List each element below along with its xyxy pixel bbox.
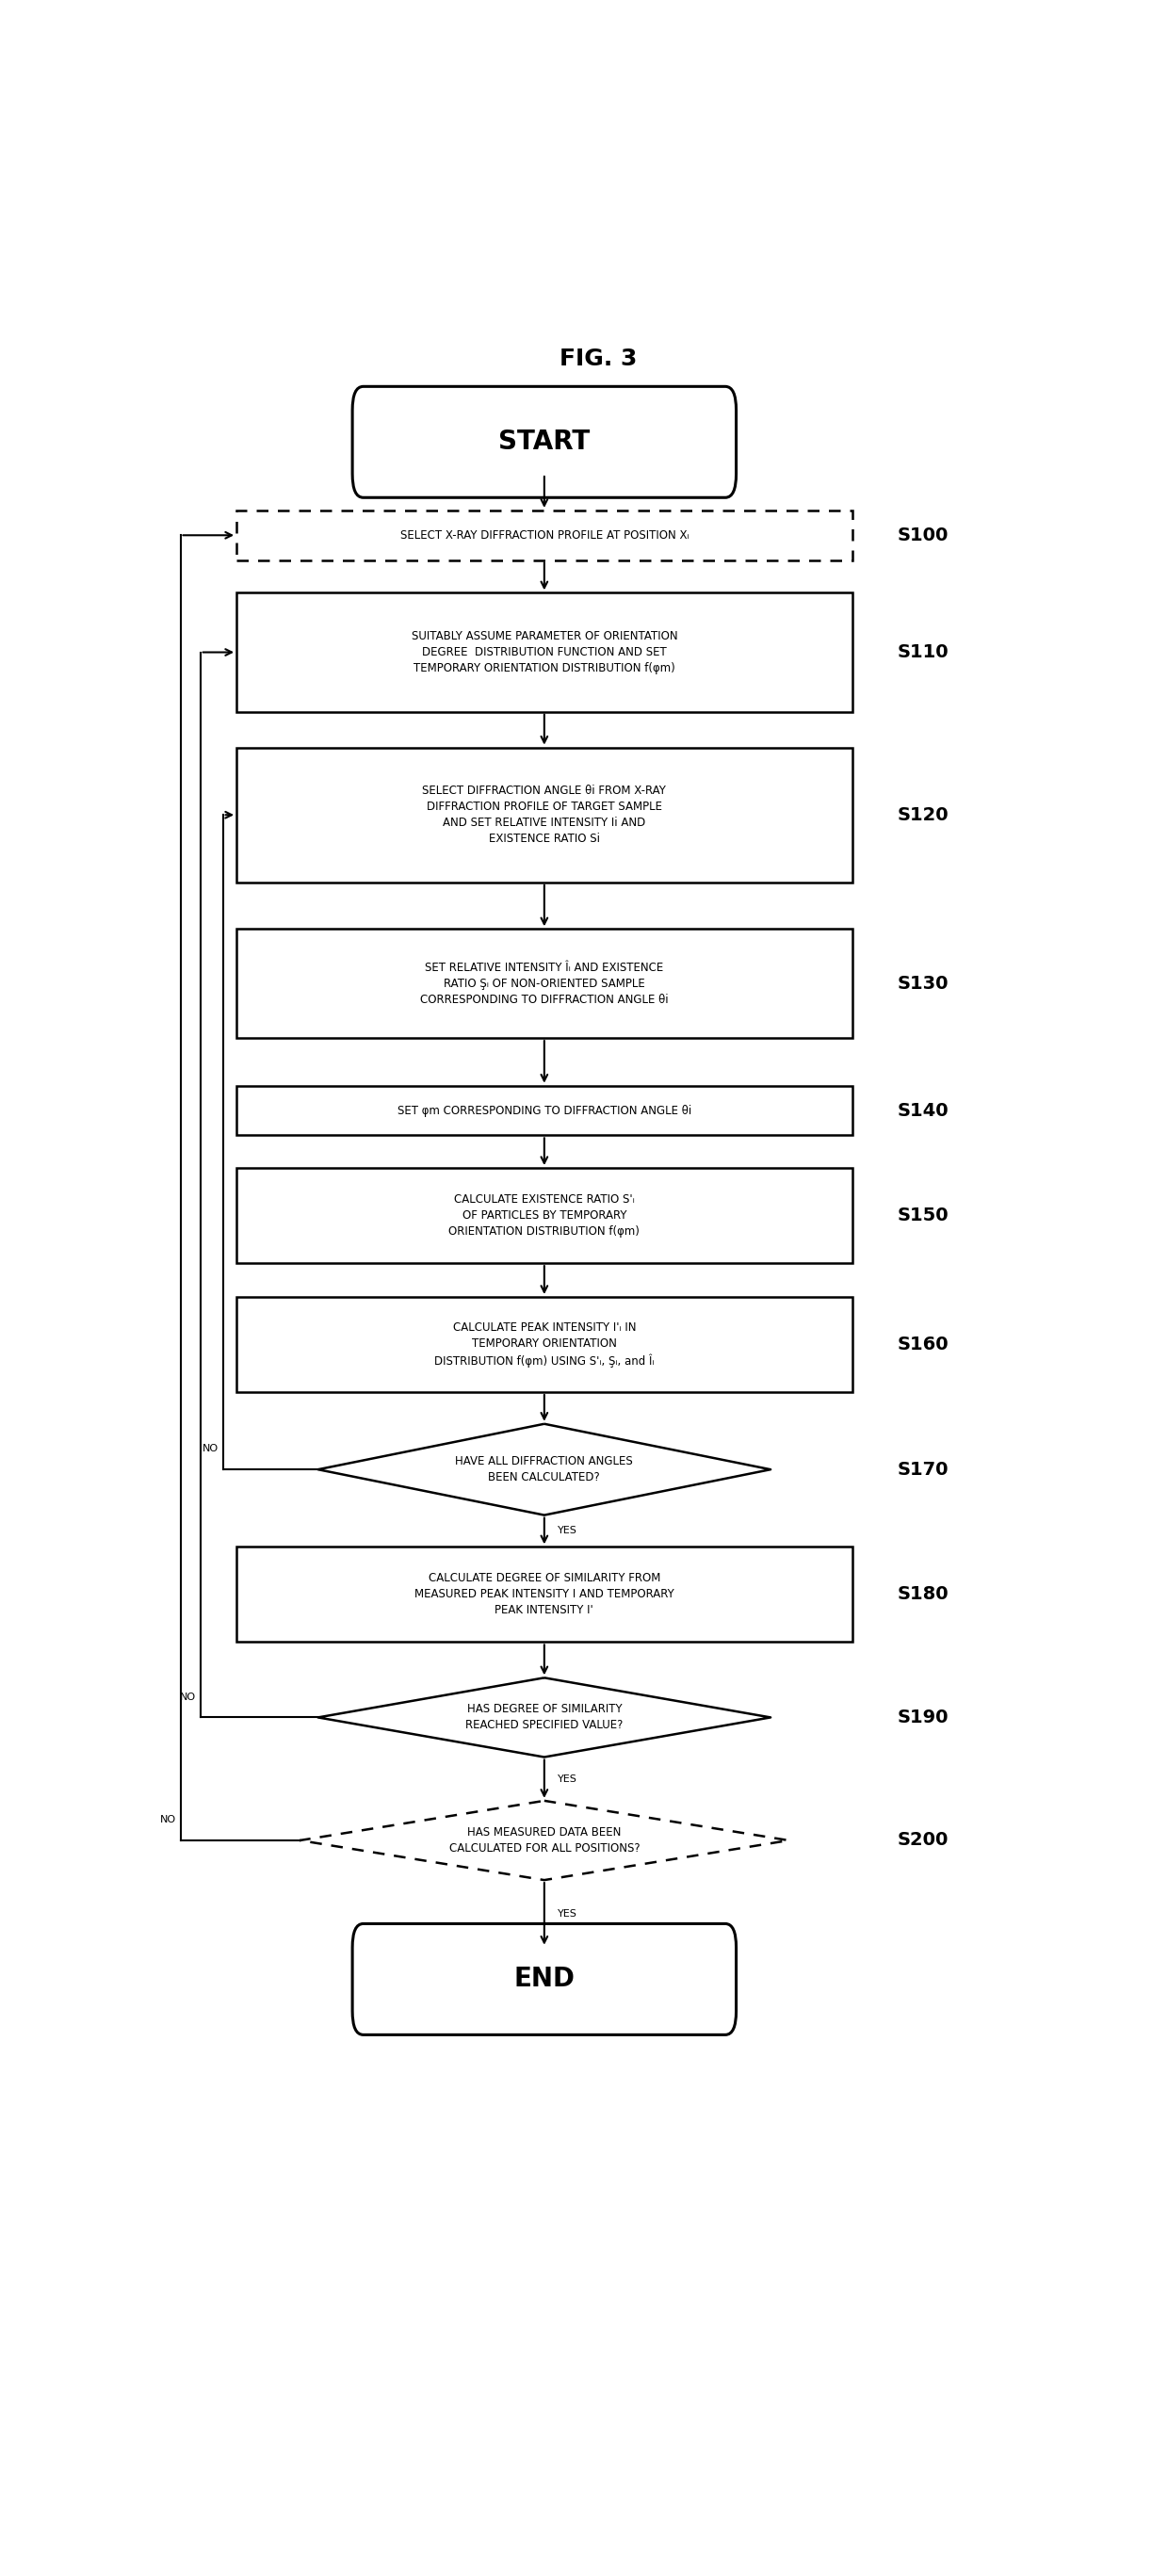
Text: HAS MEASURED DATA BEEN
CALCULATED FOR ALL POSITIONS?: HAS MEASURED DATA BEEN CALCULATED FOR AL… (449, 1826, 640, 1855)
Bar (236, 1084, 851, 1136)
Bar (236, 1167, 851, 1262)
Text: NO: NO (180, 1692, 196, 1703)
Bar (236, 747, 851, 884)
Text: SET φm CORRESPONDING TO DIFFRACTION ANGLE θi: SET φm CORRESPONDING TO DIFFRACTION ANGL… (397, 1105, 691, 1115)
Text: HAS DEGREE OF SIMILARITY
REACHED SPECIFIED VALUE?: HAS DEGREE OF SIMILARITY REACHED SPECIFI… (466, 1703, 623, 1731)
FancyBboxPatch shape (353, 386, 736, 497)
Text: S200: S200 (897, 1832, 948, 1850)
Text: SET RELATIVE INTENSITY Îᵢ AND EXISTENCE
RATIO Şᵢ OF NON-ORIENTED SAMPLE
CORRESPO: SET RELATIVE INTENSITY Îᵢ AND EXISTENCE … (420, 961, 668, 1005)
Text: SUITABLY ASSUME PARAMETER OF ORIENTATION
DEGREE  DISTRIBUTION FUNCTION AND SET
T: SUITABLY ASSUME PARAMETER OF ORIENTATION… (411, 631, 677, 675)
Bar (236, 510, 851, 559)
Text: S130: S130 (897, 974, 948, 992)
Text: CALCULATE EXISTENCE RATIO S'ᵢ
OF PARTICLES BY TEMPORARY
ORIENTATION DISTRIBUTION: CALCULATE EXISTENCE RATIO S'ᵢ OF PARTICL… (449, 1193, 640, 1236)
Text: S120: S120 (897, 806, 948, 824)
Text: START: START (499, 428, 590, 456)
Text: S170: S170 (897, 1461, 948, 1479)
Bar (236, 1546, 851, 1641)
Text: S150: S150 (897, 1206, 948, 1224)
Text: SELECT DIFFRACTION ANGLE θi FROM X-RAY
DIFFRACTION PROFILE OF TARGET SAMPLE
AND : SELECT DIFFRACTION ANGLE θi FROM X-RAY D… (423, 786, 666, 845)
Text: S110: S110 (897, 644, 948, 662)
Bar (236, 592, 851, 711)
Text: YES: YES (558, 1525, 577, 1535)
Text: NO: NO (202, 1445, 218, 1453)
Text: CALCULATE PEAK INTENSITY I'ᵢ IN
TEMPORARY ORIENTATION
DISTRIBUTION f(φm) USING S: CALCULATE PEAK INTENSITY I'ᵢ IN TEMPORAR… (434, 1321, 654, 1368)
Text: HAVE ALL DIFFRACTION ANGLES
BEEN CALCULATED?: HAVE ALL DIFFRACTION ANGLES BEEN CALCULA… (456, 1455, 633, 1484)
Bar (236, 1296, 851, 1391)
FancyBboxPatch shape (353, 1924, 736, 2035)
Text: YES: YES (558, 1775, 577, 1783)
Text: S180: S180 (897, 1584, 948, 1602)
Bar (236, 930, 851, 1038)
Text: S100: S100 (897, 526, 948, 544)
Text: NO: NO (160, 1816, 176, 1824)
Text: FIG. 3: FIG. 3 (559, 348, 638, 371)
Text: S140: S140 (897, 1103, 948, 1121)
Text: S160: S160 (897, 1334, 948, 1352)
Text: CALCULATE DEGREE OF SIMILARITY FROM
MEASURED PEAK INTENSITY I AND TEMPORARY
PEAK: CALCULATE DEGREE OF SIMILARITY FROM MEAS… (415, 1571, 674, 1618)
Text: SELECT X-RAY DIFFRACTION PROFILE AT POSITION Xᵢ: SELECT X-RAY DIFFRACTION PROFILE AT POSI… (399, 528, 689, 541)
Text: YES: YES (558, 1909, 577, 1919)
Text: S190: S190 (897, 1708, 948, 1726)
Text: END: END (514, 1965, 575, 1991)
